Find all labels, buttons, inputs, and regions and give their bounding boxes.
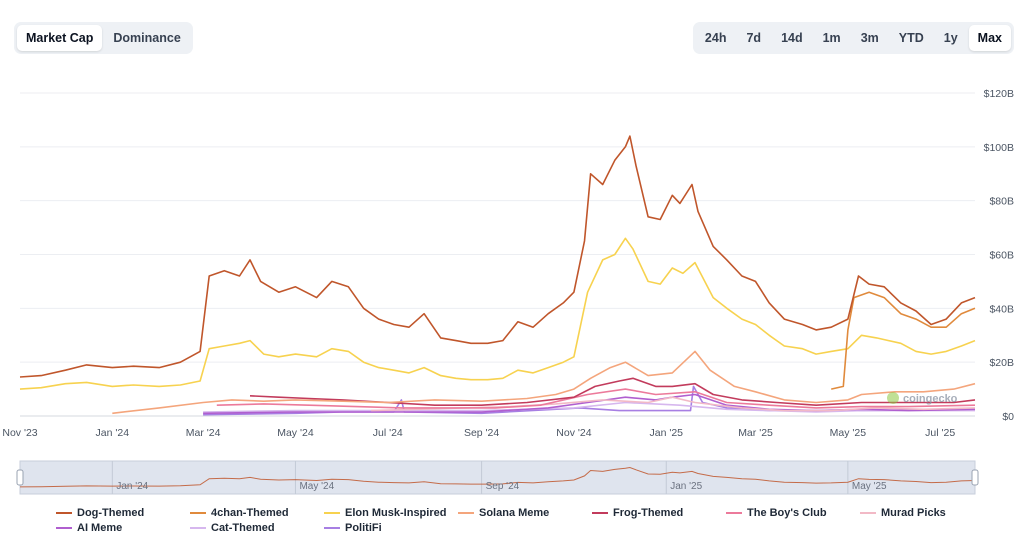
legend-swatch xyxy=(458,512,474,514)
navigator-tick-label: Sep '24 xyxy=(486,481,520,492)
legend-label: Murad Picks xyxy=(881,507,946,519)
navigator-left-handle[interactable] xyxy=(16,469,24,486)
time-range-selector: 24h 7d 14d 1m 3m YTD 1y Max xyxy=(692,22,1014,54)
range-14d-button[interactable]: 14d xyxy=(772,25,812,51)
navigator-tick-label: May '25 xyxy=(852,481,887,492)
navigator-right-handle[interactable] xyxy=(971,469,979,486)
metric-toggle: Market Cap Dominance xyxy=(14,22,193,54)
x-tick-label: May '24 xyxy=(277,427,314,439)
range-24h-button[interactable]: 24h xyxy=(696,25,736,51)
y-tick-label: $80B xyxy=(989,196,1014,208)
legend-label: Solana Meme xyxy=(479,507,550,519)
navigator-line xyxy=(19,466,976,488)
navigator-tick-label: May '24 xyxy=(299,481,334,492)
legend-label: Cat-Themed xyxy=(211,522,275,534)
tab-dominance[interactable]: Dominance xyxy=(104,25,189,51)
range-3m-button[interactable]: 3m xyxy=(852,25,888,51)
legend-swatch xyxy=(56,512,72,514)
x-tick-label: Nov '23 xyxy=(2,427,37,439)
legend-swatch xyxy=(190,527,206,529)
legend-label: Elon Musk-Inspired xyxy=(345,507,447,519)
legend-item-dog-themed[interactable]: Dog-Themed xyxy=(56,506,190,520)
legend-item-murad-picks[interactable]: Murad Picks xyxy=(860,506,994,520)
legend-item-ai-meme[interactable]: AI Meme xyxy=(56,521,190,535)
series-line-dog-themed xyxy=(19,135,976,378)
y-tick-label: $120B xyxy=(984,88,1014,100)
legend-label: Frog-Themed xyxy=(613,507,684,519)
x-tick-label: Sep '24 xyxy=(464,427,499,439)
x-tick-label: Jan '24 xyxy=(96,427,130,439)
range-ytd-button[interactable]: YTD xyxy=(890,25,933,51)
legend-label: The Boy's Club xyxy=(747,507,827,519)
legend-swatch xyxy=(190,512,206,514)
coingecko-logo-icon xyxy=(887,392,899,404)
range-1y-button[interactable]: 1y xyxy=(935,25,967,51)
legend-item-frog-themed[interactable]: Frog-Themed xyxy=(592,506,726,520)
y-tick-label: $0 xyxy=(1002,411,1014,423)
series-line-elon-musk-inspired xyxy=(19,237,976,390)
y-tick-label: $100B xyxy=(984,142,1014,154)
coingecko-watermark: coingecko xyxy=(887,392,958,405)
x-tick-label: Jan '25 xyxy=(649,427,683,439)
legend-item-cat-themed[interactable]: Cat-Themed xyxy=(190,521,324,535)
legend-label: Dog-Themed xyxy=(77,507,145,519)
legend-label: AI Meme xyxy=(77,522,123,534)
navigator-tick-label: Jan '24 xyxy=(116,481,148,492)
range-max-button[interactable]: Max xyxy=(968,25,1011,51)
legend-item-solana-meme[interactable]: Solana Meme xyxy=(458,506,592,520)
x-tick-label: Mar '24 xyxy=(186,427,221,439)
navigator-tick-label: Jan '25 xyxy=(670,481,702,492)
coingecko-wordmark: coingecko xyxy=(903,393,958,405)
tab-market-cap[interactable]: Market Cap xyxy=(17,25,103,51)
range-1m-button[interactable]: 1m xyxy=(814,25,850,51)
series-line-4chan-themed xyxy=(831,291,976,390)
legend-label: 4chan-Themed xyxy=(211,507,289,519)
legend-item-the-boys-club[interactable]: The Boy's Club xyxy=(726,506,860,520)
series-line-the-boy-s-club xyxy=(216,388,976,409)
legend-swatch xyxy=(592,512,608,514)
series-line-solana-meme xyxy=(112,350,976,415)
legend-swatch xyxy=(324,512,340,514)
range-navigator[interactable]: Jan '24 May '24 Sep '24 Jan '25 May '25 xyxy=(0,456,1024,500)
market-cap-line-chart[interactable]: coingecko $0 $20B $40B $60B $80B $100B $120B N… xyxy=(0,70,1024,448)
range-7d-button[interactable]: 7d xyxy=(737,25,770,51)
y-tick-label: $60B xyxy=(989,250,1014,262)
y-tick-label: $20B xyxy=(989,357,1014,369)
legend-item-politifi[interactable]: PolitiFi xyxy=(324,521,458,535)
legend-swatch xyxy=(324,527,340,529)
legend-label: PolitiFi xyxy=(345,522,382,534)
legend-swatch xyxy=(726,512,742,514)
x-tick-label: Jul '24 xyxy=(373,427,403,439)
x-tick-label: Mar '25 xyxy=(738,427,773,439)
legend-item-4chan-themed[interactable]: 4chan-Themed xyxy=(190,506,324,520)
legend-swatch xyxy=(860,512,876,514)
x-tick-label: Jul '25 xyxy=(925,427,955,439)
chart-legend: Dog-Themed 4chan-Themed Elon Musk-Inspir… xyxy=(56,506,1006,536)
x-tick-label: May '25 xyxy=(830,427,867,439)
y-tick-label: $40B xyxy=(989,303,1014,315)
legend-item-elon-musk-inspired[interactable]: Elon Musk-Inspired xyxy=(324,506,458,520)
legend-swatch xyxy=(56,527,72,529)
x-tick-label: Nov '24 xyxy=(556,427,591,439)
